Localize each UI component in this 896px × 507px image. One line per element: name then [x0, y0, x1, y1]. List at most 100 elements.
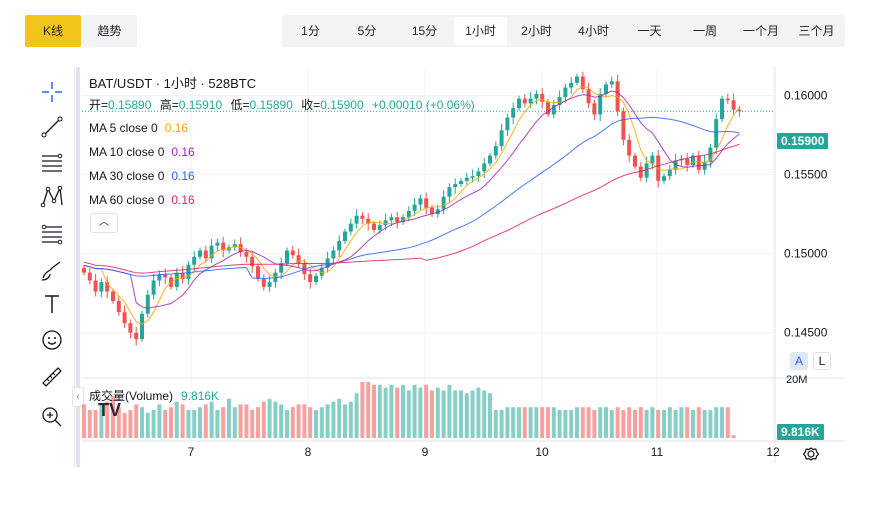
- tab-trend[interactable]: 趋势: [82, 15, 137, 47]
- brush-icon[interactable]: [36, 255, 68, 285]
- settings-gear-icon[interactable]: [801, 444, 821, 464]
- volume-bar: [134, 404, 139, 438]
- candle-body: [592, 103, 597, 115]
- candle-body: [87, 272, 92, 281]
- candle-body: [401, 217, 405, 222]
- candle-body: [453, 184, 458, 188]
- volume-bar: [592, 410, 597, 438]
- close-label: 收=: [301, 98, 321, 112]
- timeframe-1[interactable]: 5分: [357, 24, 377, 38]
- timeframe-3[interactable]: 1小时: [454, 17, 507, 45]
- volume-bar: [522, 407, 527, 438]
- close-value: 0.15900: [320, 98, 364, 112]
- timeframe-7[interactable]: 一周: [692, 24, 717, 38]
- emoji-icon[interactable]: [36, 325, 68, 355]
- candle-body: [720, 98, 724, 120]
- x-tick-label: 9: [422, 445, 429, 459]
- candle-body: [174, 272, 179, 287]
- log-scale-button[interactable]: L: [813, 352, 831, 370]
- volume-bar: [708, 410, 713, 438]
- volume-bar: [302, 404, 307, 438]
- candle-body: [517, 98, 521, 109]
- x-tick-label: 7: [188, 445, 195, 459]
- volume-bar: [360, 382, 365, 438]
- candle-body: [250, 256, 255, 267]
- volume-bar: [87, 410, 92, 438]
- candle-body: [366, 218, 371, 224]
- timeframe-5[interactable]: 4小时: [578, 24, 609, 38]
- candle-body: [737, 109, 742, 112]
- volume-badge: 9.816K: [777, 424, 824, 440]
- candle-body: [418, 198, 423, 205]
- volume-bar: [505, 407, 510, 438]
- candle-body: [128, 323, 133, 333]
- tab-kline[interactable]: K线: [25, 15, 81, 47]
- timeframe-4[interactable]: 2小时: [521, 24, 552, 38]
- candle-body: [633, 155, 637, 167]
- text-icon[interactable]: [36, 289, 68, 319]
- auto-scale-button[interactable]: A: [790, 352, 808, 370]
- volume-bar: [331, 401, 336, 438]
- candle-body: [122, 312, 127, 324]
- volume-bar: [580, 407, 585, 438]
- volume-bar: [679, 407, 684, 438]
- toolbar-collapse-arrow[interactable]: ‹: [72, 387, 84, 407]
- y-tick-label: 0.14500: [784, 326, 828, 340]
- low-value: 0.15890: [249, 98, 293, 112]
- volume-bar: [609, 410, 614, 438]
- volume-bar: [209, 401, 214, 438]
- volume-bar: [163, 410, 168, 438]
- volume-bar: [151, 410, 156, 438]
- volume-bar: [221, 407, 226, 438]
- timeframe-8[interactable]: 一个月: [742, 24, 779, 38]
- candle-body: [319, 267, 324, 276]
- trend-line-icon[interactable]: [36, 112, 68, 142]
- zoom-in-icon[interactable]: [36, 402, 68, 432]
- volume-bar: [557, 410, 562, 438]
- candle-body: [488, 155, 492, 164]
- horizontal-lines-icon[interactable]: [36, 147, 68, 177]
- y-tick-label: 0.15500: [784, 168, 828, 182]
- x-tick-label: 8: [305, 445, 312, 459]
- volume-bar: [569, 410, 574, 438]
- fib-icon[interactable]: [36, 219, 68, 249]
- volume-bar: [308, 407, 313, 438]
- candle-body: [111, 291, 115, 302]
- timeframe-2[interactable]: 15分: [411, 24, 438, 38]
- legend-collapse-button[interactable]: ︿: [90, 213, 118, 233]
- candle-body: [644, 163, 649, 178]
- candle-body: [714, 119, 719, 148]
- candle-body: [424, 198, 429, 208]
- crosshair-icon[interactable]: [36, 77, 68, 107]
- volume-bar: [720, 407, 724, 438]
- top-bar: K线 趋势 1分 5分 15分 1小时 2小时 4小时 一天 一周 一个月 三个月: [0, 0, 896, 62]
- volume-bar: [528, 407, 533, 438]
- volume-bar: [169, 407, 173, 438]
- candle-body: [511, 108, 516, 118]
- volume-bar: [238, 404, 243, 438]
- ruler-icon[interactable]: [36, 362, 68, 392]
- volume-bar: [354, 393, 359, 438]
- timeframe-6[interactable]: 一天: [637, 24, 662, 38]
- volume-bar: [418, 387, 423, 438]
- timeframe-0[interactable]: 1分: [301, 24, 320, 38]
- candle-body: [476, 171, 481, 177]
- timeframe-9[interactable]: 三个月: [798, 24, 835, 38]
- pattern-icon[interactable]: [36, 182, 68, 212]
- candle-body: [343, 231, 347, 241]
- volume-bar: [285, 410, 289, 438]
- volume-bar: [82, 404, 86, 438]
- volume-bar: [244, 404, 249, 438]
- candle-body: [331, 250, 336, 259]
- volume-bar: [702, 410, 707, 438]
- volume-bar: [227, 398, 231, 438]
- candle-body: [116, 301, 121, 313]
- toolbar-divider: [76, 67, 80, 467]
- volume-bar: [267, 398, 272, 438]
- volume-bar: [511, 407, 516, 438]
- x-tick-label: 12: [766, 445, 780, 459]
- candle-body: [256, 266, 260, 279]
- volume-bar: [627, 407, 632, 438]
- volume-bar: [615, 407, 620, 438]
